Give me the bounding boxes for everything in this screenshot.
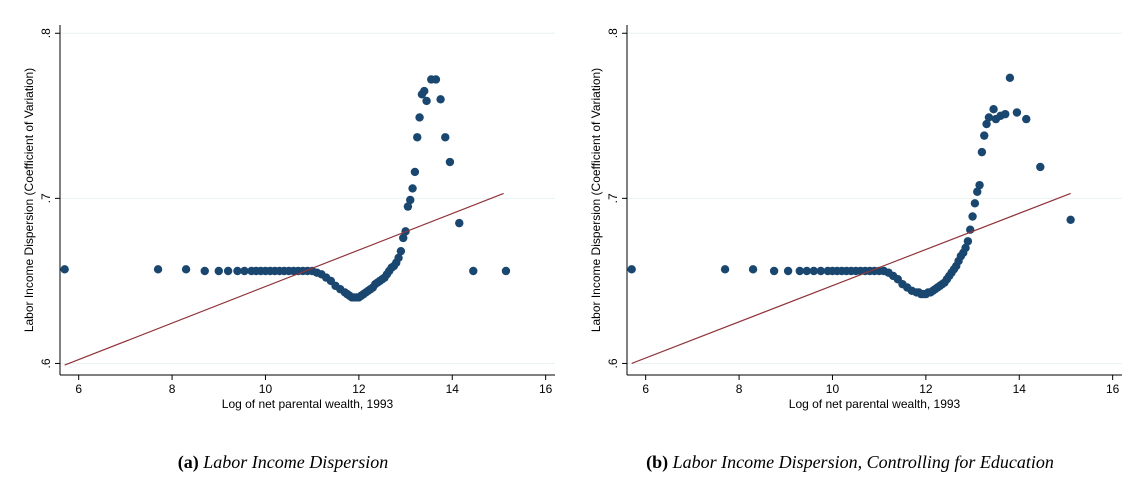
scatter-point (1066, 215, 1075, 225)
scatter-point (445, 157, 455, 167)
scatter-point (181, 265, 191, 274)
scatter-point (214, 266, 223, 276)
scatter-point (973, 187, 982, 196)
scatter-point (627, 265, 636, 274)
caption-b: (b) Labor Income Dispersion, Controlling… (567, 452, 1133, 473)
x-axis-title: Log of net parental wealth, 1993 (222, 397, 394, 411)
scatter-point (422, 96, 431, 106)
scatter-point (809, 266, 818, 276)
chart-panel-a: 6 8 10 12 14 16 .6 .7 .8 Log of net parental weal… (0, 0, 566, 481)
scatter-point (233, 266, 242, 276)
x-tick-label-5: 16 (1106, 382, 1120, 396)
scatter-point (802, 266, 811, 276)
scatter-point (1012, 108, 1022, 117)
caption-a: (a) Labor Income Dispersion (0, 452, 566, 473)
scatter-point (1005, 73, 1015, 83)
scatter-point (963, 237, 973, 246)
scatter-point (968, 212, 977, 221)
scatter-point (1001, 109, 1010, 119)
x-tick-label-4: 14 (1013, 382, 1027, 396)
scatter-point (769, 266, 779, 276)
scatter-point (783, 266, 793, 276)
scatter-point (989, 104, 998, 114)
scatter-point (153, 265, 163, 274)
y-tick-label-0: .6 (606, 358, 620, 368)
scatter-point (982, 119, 991, 129)
x-tick-label-0: 6 (75, 382, 82, 396)
scatter-point (961, 243, 970, 253)
scatter-point (240, 266, 249, 276)
scatter-point (436, 95, 445, 104)
scatter-point (431, 75, 441, 84)
scatter-point (413, 133, 422, 142)
scatter-point (984, 113, 994, 122)
x-tick-label-4: 14 (446, 382, 460, 396)
chart-b: 6 8 10 12 14 16 .6 .7 .8 Log of net parental weal… (589, 25, 1122, 411)
scatter-point (394, 253, 403, 262)
x-tick-label-1: 8 (169, 382, 176, 396)
fit-line (631, 192, 1071, 365)
scatter-point (501, 266, 511, 276)
scatter-point (1036, 162, 1045, 172)
x-tick-label-0: 6 (642, 382, 649, 396)
scatter-point (970, 199, 980, 208)
scatter-point (720, 265, 730, 274)
scatter-point (469, 266, 478, 276)
scatter-point (60, 265, 69, 274)
chart-a: 6 8 10 12 14 16 .6 .7 .8 Log of net parental weal… (22, 25, 555, 411)
scatter-point (200, 266, 209, 276)
scatter-point (977, 147, 987, 157)
caption-a-text: Labor Income Dispersion (203, 452, 389, 472)
scatter-point (1022, 114, 1031, 124)
scatter-point (816, 266, 825, 276)
y-tick-label-0: .6 (39, 358, 53, 368)
y-tick-label-1: .7 (606, 193, 620, 203)
scatter-point (223, 266, 233, 276)
scatter-point (408, 184, 417, 193)
x-tick-label-1: 8 (736, 382, 743, 396)
fit-line (64, 192, 504, 366)
scatter-point (455, 218, 464, 228)
scatter-point (406, 195, 415, 205)
chart-panel-b: 6 8 10 12 14 16 .6 .7 .8 Log of net parental weal… (567, 0, 1133, 481)
x-tick-label-2: 10 (259, 382, 273, 396)
x-tick-label-3: 12 (919, 382, 933, 396)
y-tick-label-2: .8 (606, 28, 620, 38)
x-tick-label-2: 10 (826, 382, 840, 396)
y-tick-label-1: .7 (39, 193, 53, 203)
y-axis-title: Labor Income Dispersion (Coefficient of … (589, 68, 603, 332)
y-tick-label-2: .8 (39, 28, 53, 38)
scatter-point (396, 246, 406, 256)
scatter-point (415, 113, 424, 122)
caption-a-tag: (a) (177, 452, 199, 472)
scatter-point (441, 133, 450, 142)
scatter-point (420, 86, 429, 96)
scatter-point (748, 265, 758, 274)
scatter-point (795, 266, 804, 276)
scatter-point (975, 180, 984, 190)
caption-b-tag: (b) (646, 452, 669, 472)
x-tick-label-5: 16 (539, 382, 553, 396)
x-tick-label-3: 12 (352, 382, 366, 396)
scatter-point (980, 131, 989, 140)
caption-b-text: Labor Income Dispersion, Controlling for… (672, 452, 1054, 472)
x-axis-title: Log of net parental wealth, 1993 (789, 397, 961, 411)
y-axis-title: Labor Income Dispersion (Coefficient of … (22, 68, 36, 332)
scatter-point (403, 202, 413, 211)
scatter-point (410, 167, 420, 177)
scatter-point (399, 233, 408, 243)
